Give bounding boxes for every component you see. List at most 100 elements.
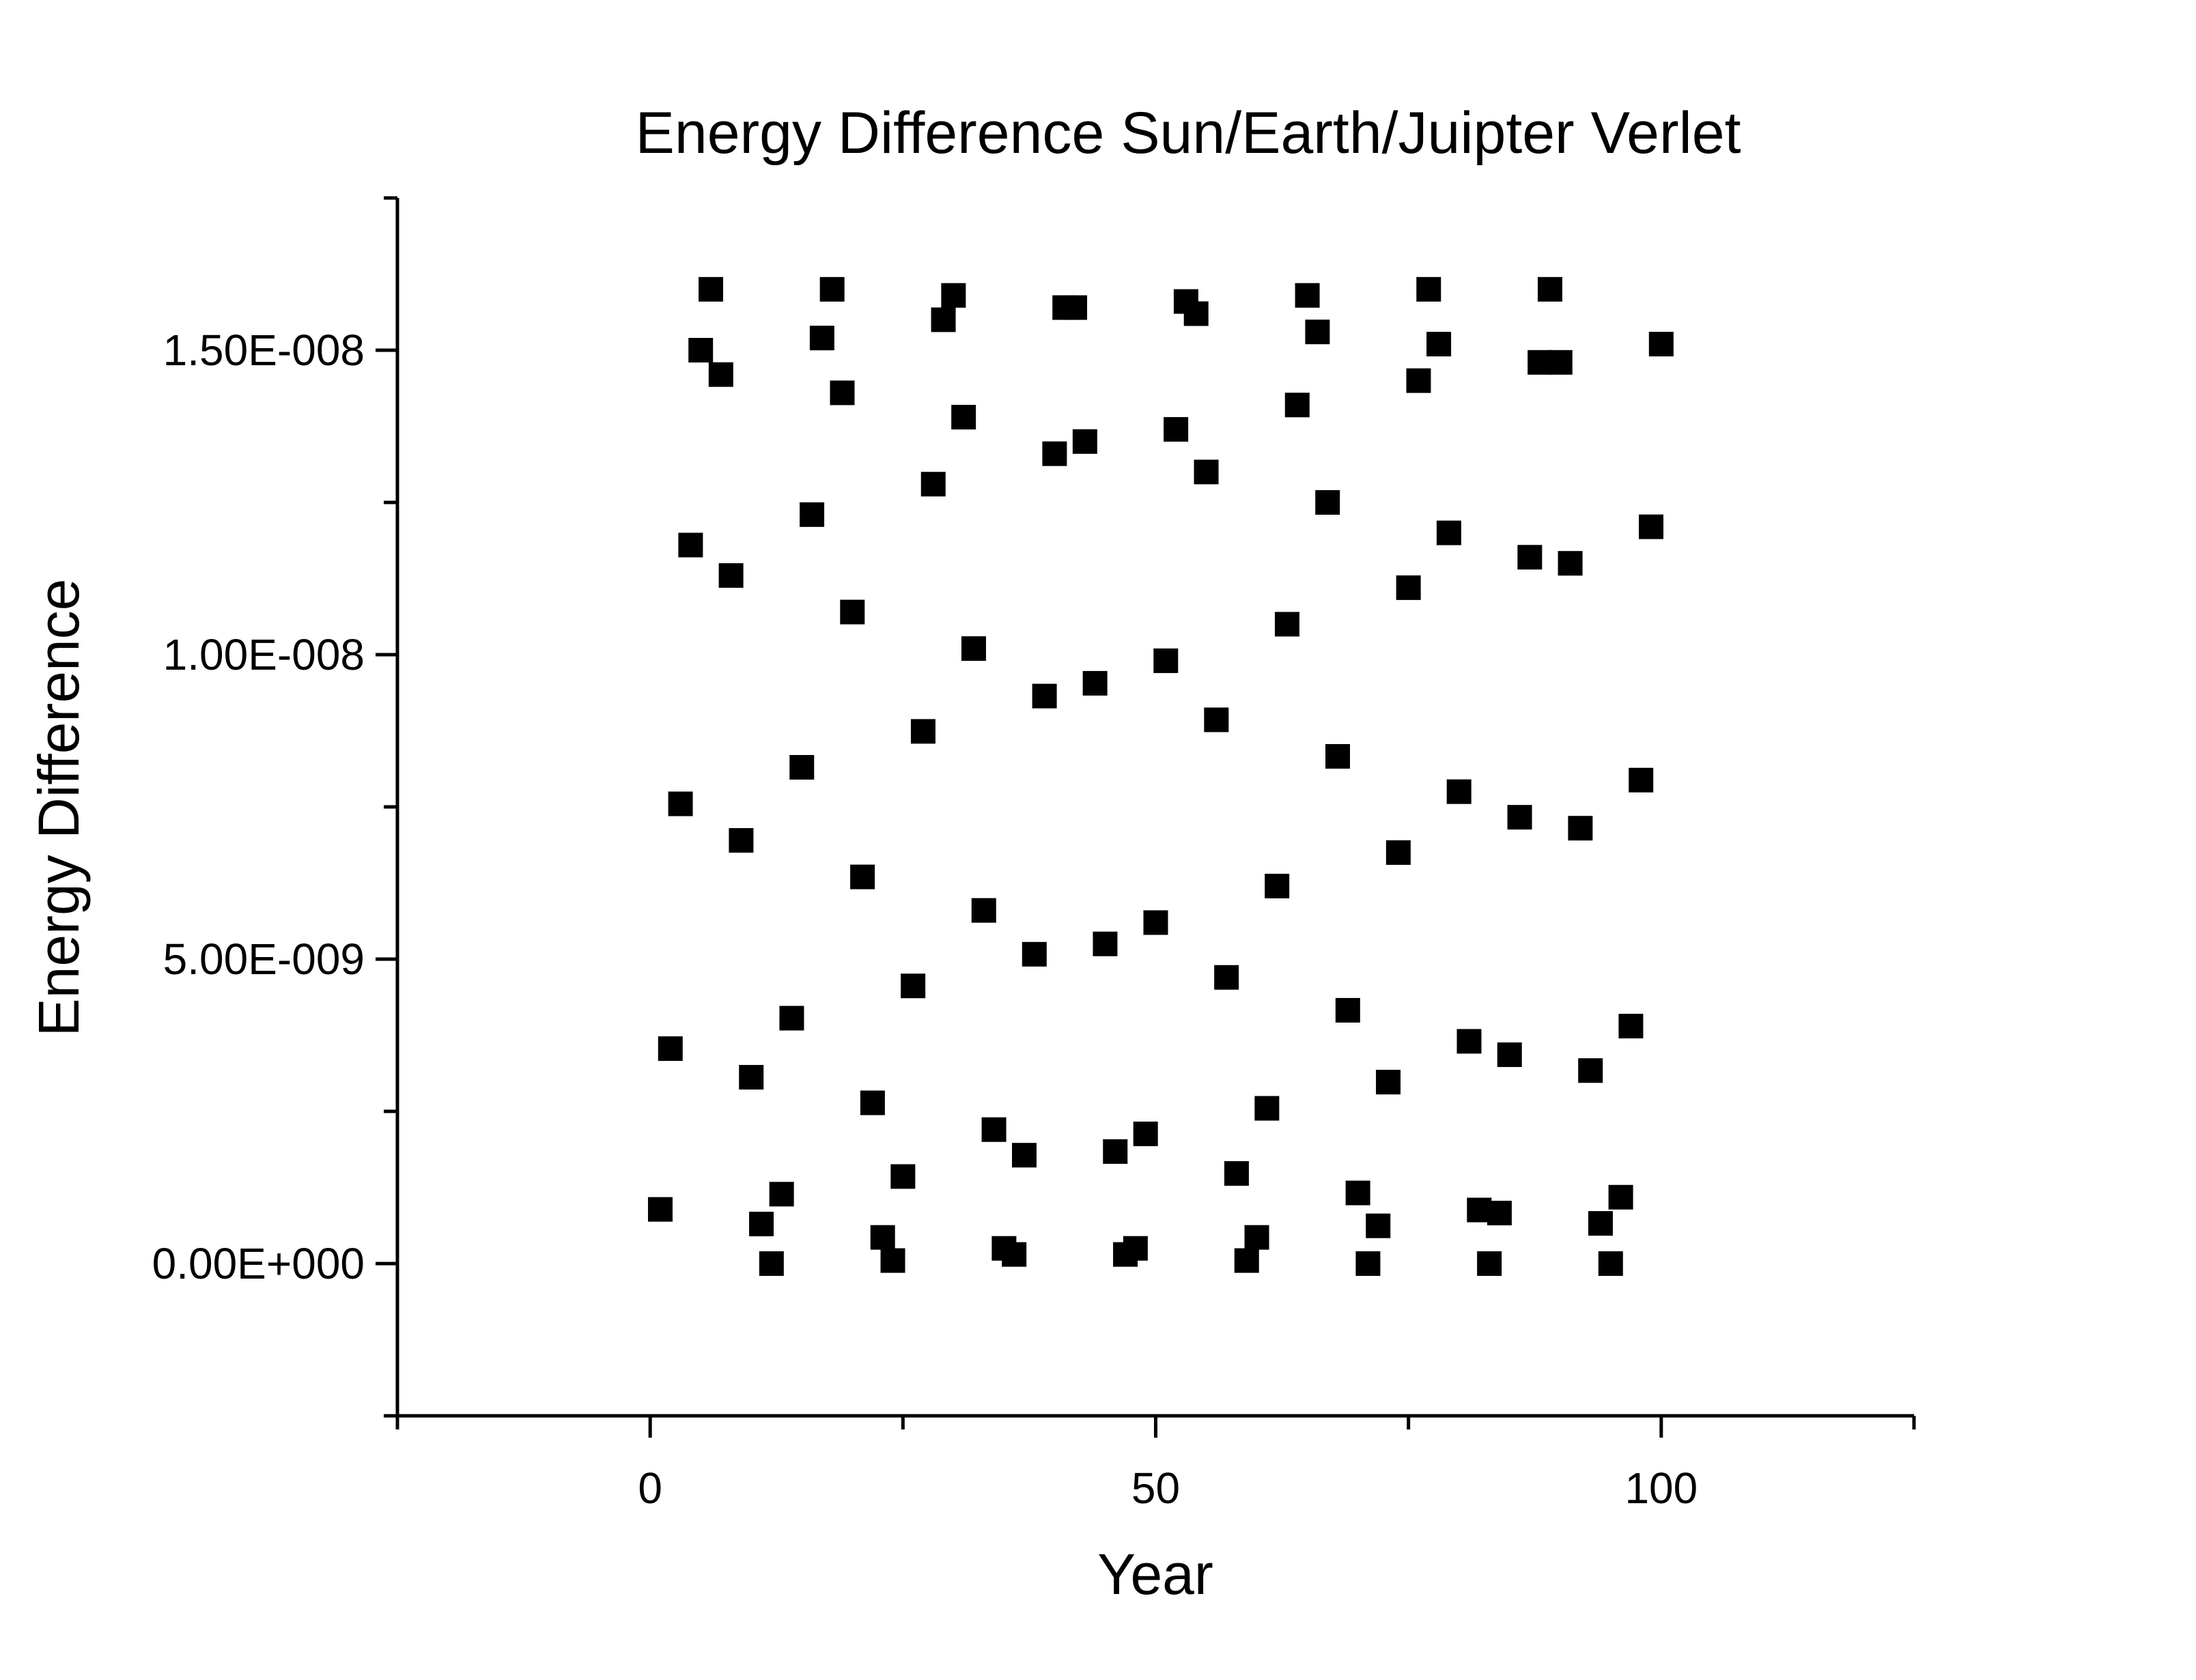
data-point — [1547, 350, 1573, 375]
data-point — [860, 1090, 885, 1115]
x-axis-title: Year — [1097, 1542, 1213, 1606]
y-tick-label: 1.00E-008 — [163, 630, 365, 679]
data-point — [718, 563, 744, 588]
data-point — [1153, 648, 1179, 673]
data-point — [1456, 1029, 1482, 1054]
data-point — [1537, 276, 1562, 302]
data-point — [1335, 997, 1360, 1023]
data-point — [819, 276, 845, 302]
data-point — [1143, 910, 1168, 935]
data-point — [1426, 332, 1452, 357]
data-point — [1012, 1143, 1037, 1168]
data-point — [1234, 1248, 1259, 1273]
data-point — [779, 1006, 804, 1031]
data-point — [809, 326, 834, 351]
data-point — [931, 307, 956, 332]
data-point — [1022, 941, 1047, 967]
data-point — [961, 636, 986, 661]
data-point — [1204, 707, 1229, 732]
x-tick-label: 50 — [1131, 1464, 1180, 1513]
data-point — [1133, 1122, 1158, 1147]
data-point — [1385, 840, 1411, 865]
y-tick-label: 0.00E+000 — [152, 1239, 365, 1288]
data-point — [1062, 295, 1088, 320]
data-point — [1406, 368, 1431, 393]
data-point — [1487, 1200, 1512, 1225]
data-point — [739, 1065, 764, 1090]
chart-title: Energy Difference Sun/Earth/Juipter Verl… — [636, 100, 1741, 166]
data-point — [910, 719, 935, 744]
data-point — [981, 1117, 1006, 1142]
data-point — [850, 864, 875, 889]
data-point — [729, 828, 754, 853]
data-point — [1214, 965, 1239, 990]
data-point — [1629, 767, 1654, 793]
data-point — [1265, 873, 1290, 898]
data-point — [800, 502, 825, 527]
data-point — [1588, 1211, 1613, 1236]
data-point — [1608, 1184, 1633, 1210]
data-point — [688, 338, 714, 362]
data-point — [1295, 283, 1320, 308]
data-point — [830, 380, 855, 405]
data-point — [1396, 575, 1421, 600]
data-point — [941, 283, 966, 308]
data-point — [1416, 276, 1441, 302]
y-tick-label: 1.50E-008 — [163, 326, 365, 375]
data-point — [1093, 931, 1118, 956]
data-point — [1345, 1180, 1370, 1206]
y-axis-title: Energy Difference — [27, 579, 91, 1037]
data-point — [789, 755, 815, 780]
data-point — [1194, 459, 1219, 485]
data-point — [920, 472, 946, 497]
data-point — [1639, 514, 1664, 539]
data-point — [1558, 551, 1583, 576]
data-point — [890, 1164, 916, 1189]
data-point — [699, 276, 724, 302]
data-point — [749, 1212, 774, 1237]
data-point — [1568, 816, 1593, 841]
data-point — [870, 1225, 895, 1250]
data-point — [1123, 1236, 1148, 1261]
data-point — [668, 791, 693, 816]
data-point — [1072, 429, 1097, 454]
data-point — [1497, 1042, 1522, 1068]
data-point — [971, 898, 996, 923]
data-point — [1648, 332, 1674, 357]
data-point — [840, 599, 865, 625]
data-point — [1366, 1213, 1391, 1238]
data-point — [1598, 1251, 1623, 1276]
data-point — [1315, 490, 1340, 515]
data-point — [1436, 520, 1461, 545]
data-point — [1578, 1058, 1603, 1083]
data-point — [880, 1248, 905, 1273]
data-point — [1082, 670, 1108, 696]
data-point — [1376, 1070, 1401, 1095]
data-point — [1274, 612, 1299, 637]
data-point — [1244, 1225, 1269, 1250]
data-point — [1103, 1139, 1128, 1164]
data-point — [1305, 319, 1330, 345]
x-tick-label: 100 — [1624, 1464, 1698, 1513]
y-ticks: 0.00E+000 5.00E-009 1.00E-008 1.50E-008 — [152, 196, 397, 1418]
data-point — [769, 1182, 794, 1207]
data-point — [1284, 393, 1310, 418]
data-point — [658, 1036, 683, 1062]
y-tick-label: 5.00E-009 — [163, 935, 365, 984]
data-point — [708, 362, 733, 387]
data-point — [1042, 441, 1067, 466]
data-point — [1446, 779, 1472, 804]
data-point — [951, 405, 976, 430]
data-point — [1224, 1161, 1249, 1186]
data-point — [901, 973, 926, 999]
data-point — [1517, 545, 1543, 570]
data-point — [759, 1251, 784, 1276]
data-point — [647, 1197, 673, 1222]
data-points — [647, 276, 1674, 1276]
data-point — [1032, 683, 1057, 709]
data-point — [1002, 1242, 1027, 1267]
data-point — [678, 532, 703, 558]
data-point — [1325, 743, 1351, 769]
data-point — [1507, 805, 1532, 830]
x-tick-label: 0 — [638, 1464, 662, 1513]
